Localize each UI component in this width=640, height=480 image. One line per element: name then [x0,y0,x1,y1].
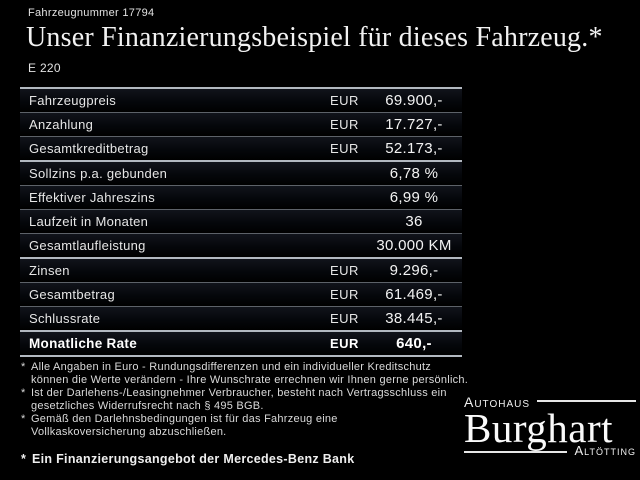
footnote-text: gesetzliches Widerrufsrecht nach § 495 B… [31,400,264,412]
table-row: Sollzins p.a. gebunden 6,78 % [20,162,462,185]
financing-table: Fahrzeugpreis EUR 69.900,- Anzahlung EUR 17.7… [20,87,462,357]
row-value: 61.469,- [385,286,443,303]
row-label: Gesamtbetrag [29,287,115,302]
footnote-marker [21,374,31,387]
footnote-marker: * [21,452,27,466]
row-currency: EUR [330,263,359,278]
logo-city-text: Altötting [574,443,636,458]
footnote-line: * Alle Angaben in Euro - Rundungsdifferen… [21,361,473,374]
row-value: 52.173,- [385,140,443,157]
footnote-marker: * [21,413,26,425]
row-value: 9.296,- [389,262,439,279]
row-currency: EUR [330,287,359,302]
vehicle-number: Fahrzeugnummer 17794 [28,7,155,19]
row-currency: EUR [330,141,359,156]
row-value: 38.445,- [385,310,443,327]
logo-bottom-row: Altötting [464,444,636,457]
row-label: Effektiver Jahreszins [29,190,155,205]
row-currency: EUR [330,336,359,351]
row-label: Monatliche Rate [29,336,138,351]
table-row: Monatliche Rate EUR 640,- [20,332,462,355]
footnote-line: gesetzliches Widerrufsrecht nach § 495 B… [21,400,473,413]
footnotes: * Alle Angaben in Euro - Rundungsdifferen… [21,361,473,439]
row-currency: EUR [330,117,359,132]
row-value: 36 [405,213,423,230]
footnote-line: können die Werte verändern - Ihre Wunsch… [21,374,473,387]
row-value: 640,- [396,335,432,352]
row-value: 6,78 % [389,165,439,182]
financing-bank-note: * Ein Finanzierungsangebot der Mercedes-… [21,452,355,466]
footnote-marker [21,400,31,413]
footnote-text: Alle Angaben in Euro - Rundungsdifferenz… [31,361,432,373]
table-row: Fahrzeugpreis EUR 69.900,- [20,89,462,112]
table-row: Anzahlung EUR 17.727,- [20,112,462,136]
footnote-line: * Ist der Darlehens-/Leasingnehmer Verbra… [21,387,473,400]
row-label: Fahrzeugpreis [29,93,116,108]
table-row: Gesamtbetrag EUR 61.469,- [20,282,462,306]
table-row: Gesamtlaufleistung 30.000 KM [20,233,462,257]
footnote-marker: * [21,387,26,399]
vehicle-model: E 220 [28,61,61,75]
page-title: Unser Finanzierungsbeispiel für dieses F… [26,22,603,53]
footnote-marker [21,426,31,439]
footnote-text: können die Werte verändern - Ihre Wunsch… [31,374,469,386]
row-value: 69.900,- [385,92,443,109]
dealer-logo: Autohaus Burghart Altötting [464,395,636,457]
table-group: Sollzins p.a. gebunden 6,78 % Effektiver J… [20,160,462,257]
logo-rule-top [537,399,636,402]
table-group: Zinsen EUR 9.296,- Gesamtbetrag EUR 61.469,- S… [20,257,462,330]
logo-autohaus-text: Autohaus [464,394,531,410]
footnote-line: * Gemäß den Darlehnsbedingungen ist für d… [21,413,473,426]
row-label: Laufzeit in Monaten [29,214,149,229]
row-value: 30.000 KM [376,237,452,254]
table-row: Gesamtkreditbetrag EUR 52.173,- [20,136,462,160]
footnote-text: Ist der Darlehens-/Leasingnehmer Verbrau… [31,387,447,399]
footnote-marker: * [21,361,26,373]
row-value: 6,99 % [389,189,439,206]
table-row: Zinsen EUR 9.296,- [20,259,462,282]
row-label: Gesamtlaufleistung [29,238,146,253]
table-row: Schlussrate EUR 38.445,- [20,306,462,330]
footnote-text: Vollkaskoversicherung abzuschließen. [31,426,227,438]
row-label: Gesamtkreditbetrag [29,141,149,156]
row-currency: EUR [330,93,359,108]
footnote-line: Vollkaskoversicherung abzuschließen. [21,426,473,439]
financing-bank-note-text: Ein Finanzierungsangebot der Mercedes-Be… [32,452,355,466]
table-row: Laufzeit in Monaten 36 [20,209,462,233]
row-label: Zinsen [29,263,70,278]
logo-top-row: Autohaus [464,395,636,409]
row-value: 17.727,- [385,116,443,133]
logo-dealer-name: Burghart [464,405,614,451]
table-row: Effektiver Jahreszins 6,99 % [20,185,462,209]
row-label: Anzahlung [29,117,94,132]
table-group: Monatliche Rate EUR 640,- [20,330,462,355]
row-currency: EUR [330,311,359,326]
footnote-text: Gemäß den Darlehnsbedingungen ist für da… [31,413,338,425]
table-group: Fahrzeugpreis EUR 69.900,- Anzahlung EUR 17.7… [20,87,462,160]
logo-rule-bottom [464,450,568,453]
row-label: Sollzins p.a. gebunden [29,166,168,181]
row-label: Schlussrate [29,311,101,326]
